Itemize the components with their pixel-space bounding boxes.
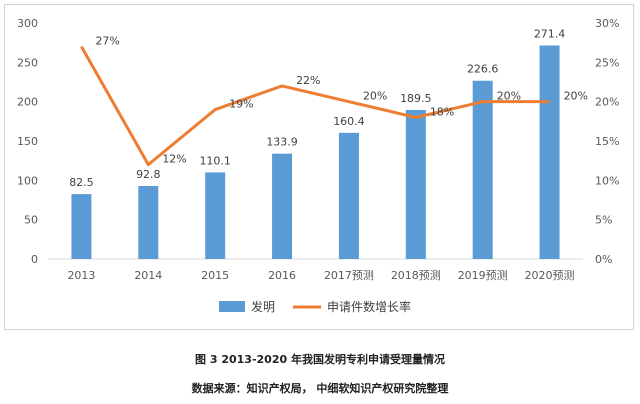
x-tick-label: 2015 (201, 269, 229, 282)
bar (71, 194, 92, 259)
source-caption: 数据来源：知识产权局， 中细软知识产权研究院整理 (191, 382, 449, 395)
bar-data-label: 226.6 (467, 63, 499, 76)
bar (338, 132, 359, 259)
y-right-tick-label: 20% (595, 96, 619, 109)
y-right-tick-label: 0% (595, 253, 612, 266)
y-left-tick-label: 250 (17, 56, 38, 69)
bar-data-label: 189.5 (400, 92, 432, 105)
bar-data-label: 133.9 (266, 136, 298, 149)
line-data-label: 12% (162, 153, 186, 166)
x-tick-label: 2018预测 (391, 269, 441, 282)
y-right-tick-label: 15% (595, 135, 619, 148)
bar-data-label: 110.1 (199, 154, 231, 167)
x-tick-label: 2013 (67, 269, 95, 282)
x-tick-label: 2019预测 (458, 269, 508, 282)
legend-bar-swatch (219, 301, 245, 312)
y-right-tick-label: 10% (595, 174, 619, 187)
bar-data-label: 92.8 (136, 168, 161, 181)
line-data-label: 18% (430, 105, 454, 118)
growth-rate-line (80, 45, 550, 167)
bar (405, 109, 426, 259)
y-right-tick-label: 5% (595, 214, 612, 227)
line-data-label: 22% (296, 74, 320, 87)
bar (472, 80, 493, 259)
y-left-tick-label: 0 (31, 253, 38, 266)
x-tick-label: 2020预测 (525, 269, 575, 282)
y-left-tick-label: 150 (17, 135, 38, 148)
bar (539, 45, 560, 260)
chart-frame: 0 50 100 150 200 250 300 0% 5% 10% 15% 20% 25% 30% 82.… (4, 4, 634, 330)
y-left-tick-label: 200 (17, 96, 38, 109)
y-left-tick-label: 100 (17, 174, 38, 187)
bar (205, 172, 226, 259)
bar (138, 185, 159, 259)
bar-data-label: 271.4 (534, 27, 566, 40)
y-right-tick-label: 25% (595, 56, 619, 69)
line-data-label: 19% (229, 98, 253, 111)
figure-caption: 图 3 2013-2020 年我国发明专利申请受理量情况 (195, 353, 445, 366)
x-tick-label: 2016 (268, 269, 296, 282)
y-left-tick-label: 50 (24, 214, 38, 227)
bar-data-label: 82.5 (69, 176, 94, 189)
legend-bar-label: 发明 (251, 299, 275, 314)
y-right-tick-label: 30% (595, 17, 619, 30)
line-data-label: 20% (564, 90, 588, 103)
bar (272, 153, 293, 259)
chart: 0 50 100 150 200 250 300 0% 5% 10% 15% 20% 25% 30% 82.… (17, 17, 619, 314)
x-tick-label: 2014 (134, 269, 162, 282)
line-data-label: 20% (497, 90, 521, 103)
line-data-label: 20% (363, 90, 387, 103)
line-data-label: 27% (95, 35, 119, 48)
legend-line-label: 申请件数增长率 (327, 299, 411, 314)
x-tick-label: 2017预测 (324, 269, 374, 282)
bar-data-label: 160.4 (333, 115, 365, 128)
y-left-tick-label: 300 (17, 17, 38, 30)
